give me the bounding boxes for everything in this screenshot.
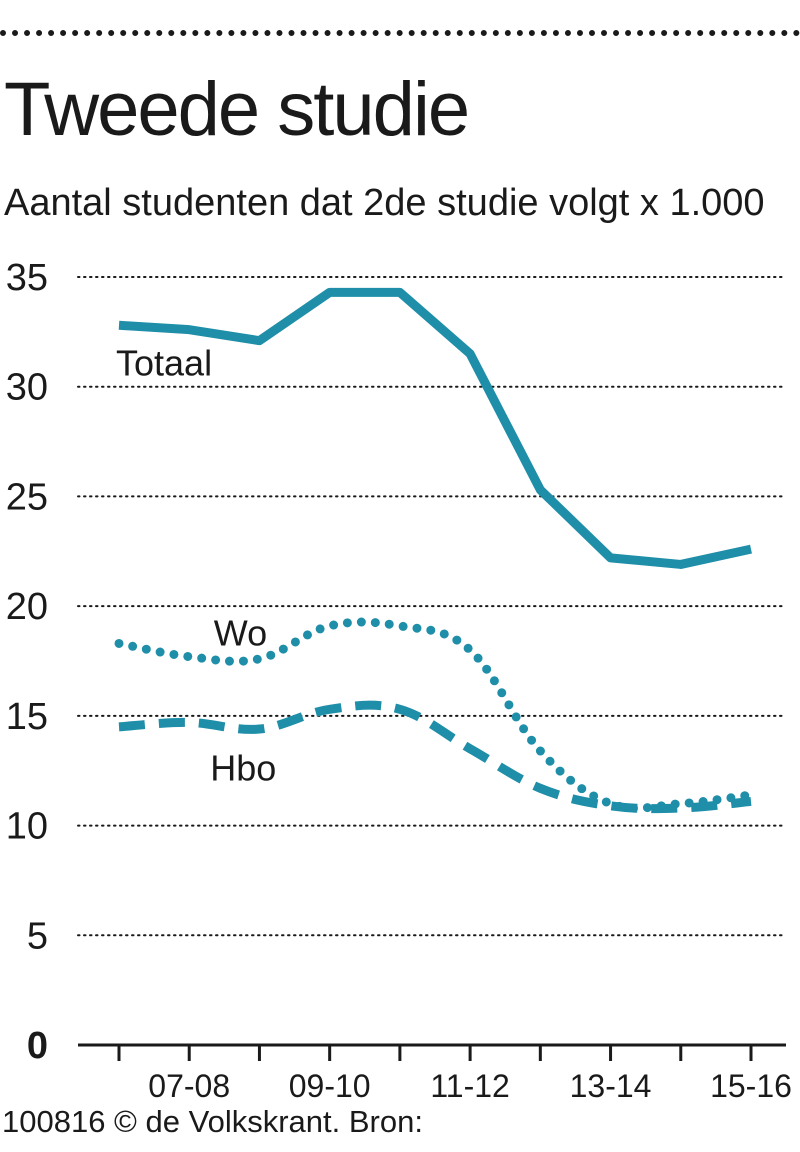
y-tick-label: 10 [6,806,48,848]
series-label-wo: Wo [214,612,267,653]
x-tick-label: 11-12 [430,1068,509,1104]
x-tick-label: 13-14 [570,1068,652,1104]
y-tick-label: 5 [27,915,48,957]
y-tick-label: 0 [27,1025,48,1067]
series-lines [114,287,756,814]
x-tick-label: 09-10 [289,1068,371,1104]
x-axis: 07-08 09-10 11-12 13-14 15-16 [78,1043,792,1104]
series-labels: Totaal Wo Hbo [116,342,276,788]
series-label-hbo: Hbo [210,747,276,788]
y-tick-label: 15 [6,696,48,738]
series-label-totaal: Totaal [116,342,212,383]
source-credit: 100816 © de Volkskrant. Bron: [2,1104,423,1139]
series-line-totaal [118,287,752,569]
y-tick-label: 35 [6,257,48,299]
top-dotted-rule [0,30,800,36]
x-tick-label: 15-16 [710,1068,792,1104]
series-line-wo [114,617,756,813]
chart-title: Tweede studie [4,67,470,152]
y-tick-label: 30 [6,367,48,409]
chart-subtitle: Aantal studenten dat 2de studie volgt x … [4,182,765,224]
series-line-hbo [118,700,752,814]
y-axis-tick-labels: 0 5 10 15 20 25 30 35 [6,257,48,1067]
x-tick-label: 07-08 [148,1068,230,1104]
y-tick-label: 20 [6,586,48,628]
y-tick-label: 25 [6,476,48,518]
gridlines [77,276,787,937]
